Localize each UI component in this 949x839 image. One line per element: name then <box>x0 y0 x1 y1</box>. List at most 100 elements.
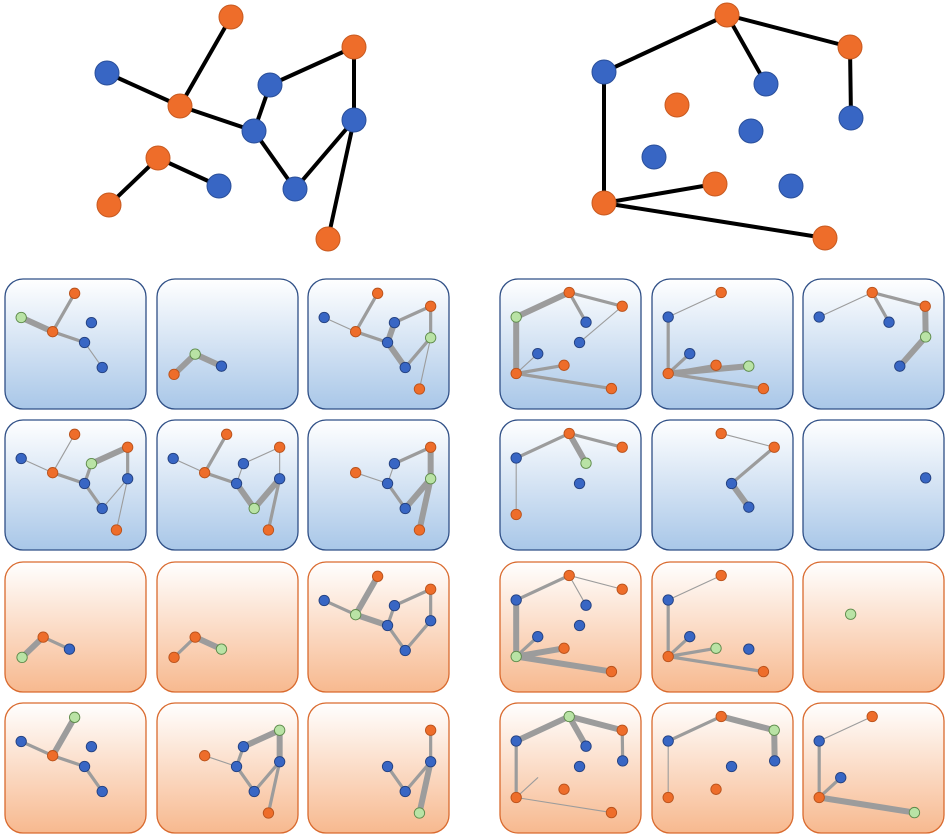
panel-edge-2-3 <box>20 457 54 474</box>
panel-edge-2-3 <box>172 457 206 474</box>
graph-left-edge-4-5 <box>268 45 356 87</box>
graph-right-node-7 <box>738 118 764 144</box>
panel-highlight-node <box>743 360 755 372</box>
panel-node-12 <box>110 524 123 536</box>
panel-edge-1-4 <box>870 290 891 324</box>
graph-right-node-4 <box>753 71 779 97</box>
panel-node-3 <box>47 326 59 338</box>
panel-highlight-node <box>248 502 260 515</box>
panel-edge-4-5 <box>392 304 433 325</box>
graph-left-node-8 <box>282 176 308 202</box>
panel-node-6 <box>617 755 629 767</box>
panel-highlight-node <box>350 609 362 621</box>
panel-node-4 <box>388 457 401 470</box>
panel-left-r3-c1 <box>4 561 147 693</box>
panel-edge-4-5 <box>242 446 281 465</box>
panel-node-1 <box>68 287 81 299</box>
panel-node-3 <box>350 326 362 338</box>
panel-edge-11-12 <box>513 653 615 675</box>
panel-node-4 <box>580 599 592 611</box>
panel-node-7 <box>573 619 586 632</box>
graph-right-node-2 <box>591 59 617 85</box>
panel-node-6 <box>381 336 394 349</box>
panel-node-3 <box>47 750 59 762</box>
panel-node-1 <box>715 286 727 299</box>
panel-highlight-node <box>510 650 522 663</box>
panel-node-8 <box>96 361 108 374</box>
panel-edge-7-8 <box>252 760 282 794</box>
panel-highlight-node <box>425 473 437 485</box>
panel-node-11 <box>215 360 228 372</box>
panel-node-2 <box>15 452 27 465</box>
panel-node-3 <box>350 467 362 479</box>
panel-node-1 <box>715 427 727 440</box>
panel-right-r4-c3 <box>802 702 945 834</box>
panel-node-2 <box>662 594 674 606</box>
graph-right-edge-11-12 <box>602 201 827 240</box>
panel-node-5 <box>425 724 437 736</box>
graph-left-edge-1-3 <box>178 15 233 108</box>
panel-highlight-node <box>215 643 228 655</box>
panel-node-1 <box>68 428 81 440</box>
panel-edge-7-8 <box>403 619 433 653</box>
graph-left-node-3 <box>167 93 193 119</box>
panel-edge-1-3 <box>354 291 380 334</box>
panel-edge-7-8 <box>403 760 433 794</box>
panel-edge-7-8 <box>402 475 434 512</box>
graph-right-node-11 <box>591 190 617 216</box>
panel-node-11 <box>662 791 674 804</box>
panel-right-r3-c2 <box>651 561 794 693</box>
panel-node-4 <box>580 316 592 328</box>
panel-node-2 <box>318 311 330 324</box>
subgraph-panel-grid <box>4 278 945 834</box>
panel-edge-7-12 <box>416 475 434 534</box>
panel-node-3 <box>616 583 628 595</box>
panel-background <box>651 278 794 410</box>
panel-node-9 <box>710 359 722 371</box>
panel-node-12 <box>413 383 426 395</box>
panel-left-r1-c3 <box>307 278 450 410</box>
panel-highlight-node <box>85 457 98 470</box>
panel-edge-1-4 <box>567 290 588 324</box>
panel-edge-7-12 <box>416 758 434 817</box>
panel-node-4 <box>85 740 98 753</box>
panel-node-10 <box>743 643 755 655</box>
panel-left-r2-c1 <box>4 419 147 551</box>
panel-highlight-node <box>768 724 780 736</box>
panel-node-1 <box>371 287 384 299</box>
panel-edge-2-1 <box>667 574 722 601</box>
panel-node-1 <box>371 570 384 582</box>
panel-node-11 <box>510 791 522 804</box>
panel-background <box>4 561 147 693</box>
panel-node-8 <box>532 348 544 360</box>
panel-edge-4-5 <box>392 587 433 608</box>
graph-right-edge-1-2 <box>602 13 729 74</box>
panel-node-4 <box>237 457 250 470</box>
panel-background <box>802 278 945 410</box>
graph-right-node-12 <box>812 225 838 251</box>
panel-left-r4-c2 <box>156 702 299 834</box>
panel-edge-2-1 <box>818 715 873 742</box>
panel-highlight-node <box>920 331 932 343</box>
panel-background <box>156 561 299 693</box>
panel-right-r2-c1 <box>499 419 642 551</box>
panel-node-2 <box>510 594 522 606</box>
panel-edge-4-5 <box>88 444 131 467</box>
graph-right-node-8 <box>641 144 667 170</box>
panel-node-2 <box>813 735 825 747</box>
panel-node-7 <box>725 477 738 490</box>
panel-node-7 <box>425 615 437 627</box>
panel-right-r3-c3 <box>802 561 945 693</box>
panel-background <box>499 419 642 551</box>
panel-node-2 <box>510 735 522 747</box>
panel-node-10 <box>894 360 906 372</box>
panel-background <box>307 278 450 410</box>
panel-node-6 <box>78 336 91 349</box>
panel-left-r4-c3 <box>307 702 450 834</box>
panel-node-2 <box>318 594 330 607</box>
panel-background <box>499 561 642 693</box>
panel-node-8 <box>399 785 411 798</box>
panel-right-r1-c2 <box>651 278 794 410</box>
panel-right-r4-c2 <box>651 702 794 834</box>
panel-node-1 <box>866 710 878 723</box>
